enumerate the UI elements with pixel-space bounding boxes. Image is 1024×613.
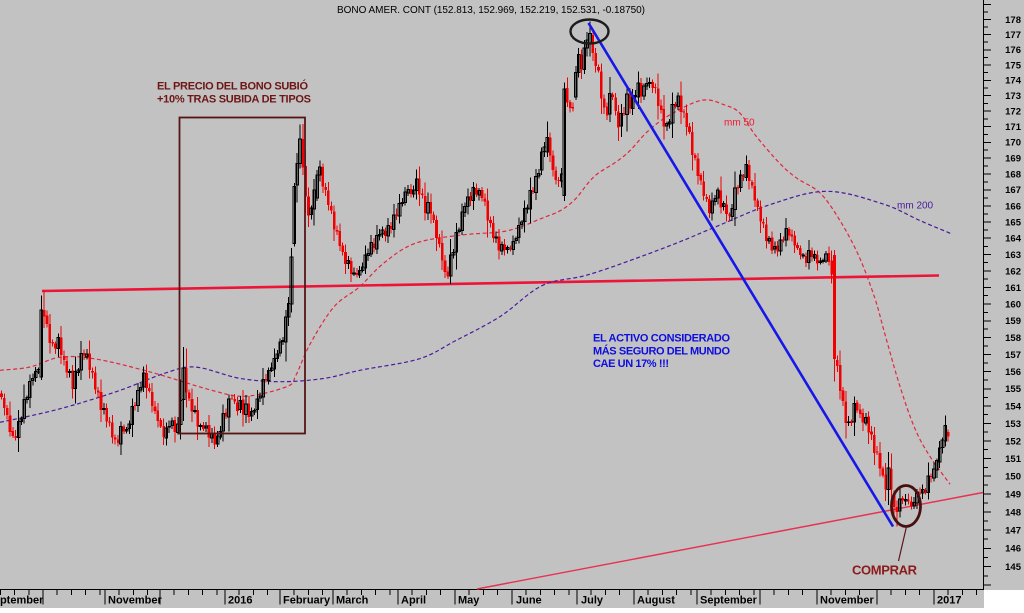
svg-text:November: November bbox=[820, 595, 875, 607]
svg-text:mm 50: mm 50 bbox=[724, 118, 755, 129]
svg-text:June: June bbox=[516, 595, 542, 607]
svg-text:CAE UN 17% !!!: CAE UN 17% !!! bbox=[593, 358, 669, 370]
svg-text:163: 163 bbox=[1005, 250, 1021, 261]
svg-text:September: September bbox=[0, 595, 44, 607]
svg-text:157: 157 bbox=[1005, 350, 1021, 361]
svg-text:165: 165 bbox=[1005, 217, 1022, 228]
svg-text:176: 176 bbox=[1005, 45, 1021, 56]
svg-text:148: 148 bbox=[1005, 507, 1021, 518]
svg-text:156: 156 bbox=[1005, 367, 1021, 378]
svg-text:168: 168 bbox=[1005, 169, 1021, 180]
svg-text:174: 174 bbox=[1005, 76, 1022, 87]
svg-text:2016: 2016 bbox=[228, 595, 252, 607]
svg-text:August: August bbox=[637, 595, 675, 607]
svg-text:167: 167 bbox=[1005, 185, 1021, 196]
svg-text:170: 170 bbox=[1005, 138, 1021, 149]
svg-text:158: 158 bbox=[1005, 333, 1021, 344]
svg-text:April: April bbox=[401, 595, 426, 607]
svg-text:146: 146 bbox=[1005, 544, 1021, 555]
svg-text:145: 145 bbox=[1005, 562, 1022, 573]
svg-text:171: 171 bbox=[1005, 122, 1022, 133]
svg-text:172: 172 bbox=[1005, 107, 1021, 118]
svg-text:September: September bbox=[700, 595, 758, 607]
svg-text:173: 173 bbox=[1005, 91, 1021, 102]
svg-text:February: February bbox=[283, 595, 331, 607]
svg-text:164: 164 bbox=[1005, 234, 1022, 245]
svg-text:mm 200: mm 200 bbox=[897, 201, 934, 212]
svg-text:155: 155 bbox=[1005, 384, 1022, 395]
svg-text:153: 153 bbox=[1005, 419, 1021, 430]
svg-text:147: 147 bbox=[1005, 526, 1021, 537]
svg-text:EL ACTIVO CONSIDERADO: EL ACTIVO CONSIDERADO bbox=[593, 333, 730, 345]
svg-text:161: 161 bbox=[1005, 283, 1022, 294]
svg-text:EL PRECIO DEL BONO SUBIÓ: EL PRECIO DEL BONO SUBIÓ bbox=[157, 80, 308, 93]
svg-text:160: 160 bbox=[1005, 300, 1021, 311]
svg-text:169: 169 bbox=[1005, 154, 1021, 165]
svg-text:166: 166 bbox=[1005, 201, 1021, 212]
svg-text:154: 154 bbox=[1005, 401, 1022, 412]
svg-text:152: 152 bbox=[1005, 436, 1021, 447]
svg-text:2017: 2017 bbox=[937, 595, 961, 607]
svg-text:July: July bbox=[581, 595, 604, 607]
svg-text:150: 150 bbox=[1005, 472, 1021, 483]
svg-text:COMPRAR: COMPRAR bbox=[852, 563, 918, 578]
svg-text:177: 177 bbox=[1005, 30, 1021, 41]
svg-text:+10% TRAS SUBIDA DE TIPOS: +10% TRAS SUBIDA DE TIPOS bbox=[157, 94, 311, 106]
svg-text:November: November bbox=[108, 595, 163, 607]
svg-text:BONO AMER. CONT (152.813, 152.: BONO AMER. CONT (152.813, 152.969, 152.2… bbox=[337, 5, 645, 16]
svg-text:151: 151 bbox=[1005, 454, 1022, 465]
svg-text:March: March bbox=[336, 595, 369, 607]
svg-text:159: 159 bbox=[1005, 316, 1021, 327]
svg-text:MÁS SEGURO DEL MUNDO: MÁS SEGURO DEL MUNDO bbox=[593, 345, 730, 358]
svg-text:162: 162 bbox=[1005, 266, 1021, 277]
svg-text:178: 178 bbox=[1005, 15, 1021, 26]
svg-text:175: 175 bbox=[1005, 60, 1022, 71]
svg-text:149: 149 bbox=[1005, 490, 1021, 501]
svg-text:May: May bbox=[458, 595, 480, 607]
